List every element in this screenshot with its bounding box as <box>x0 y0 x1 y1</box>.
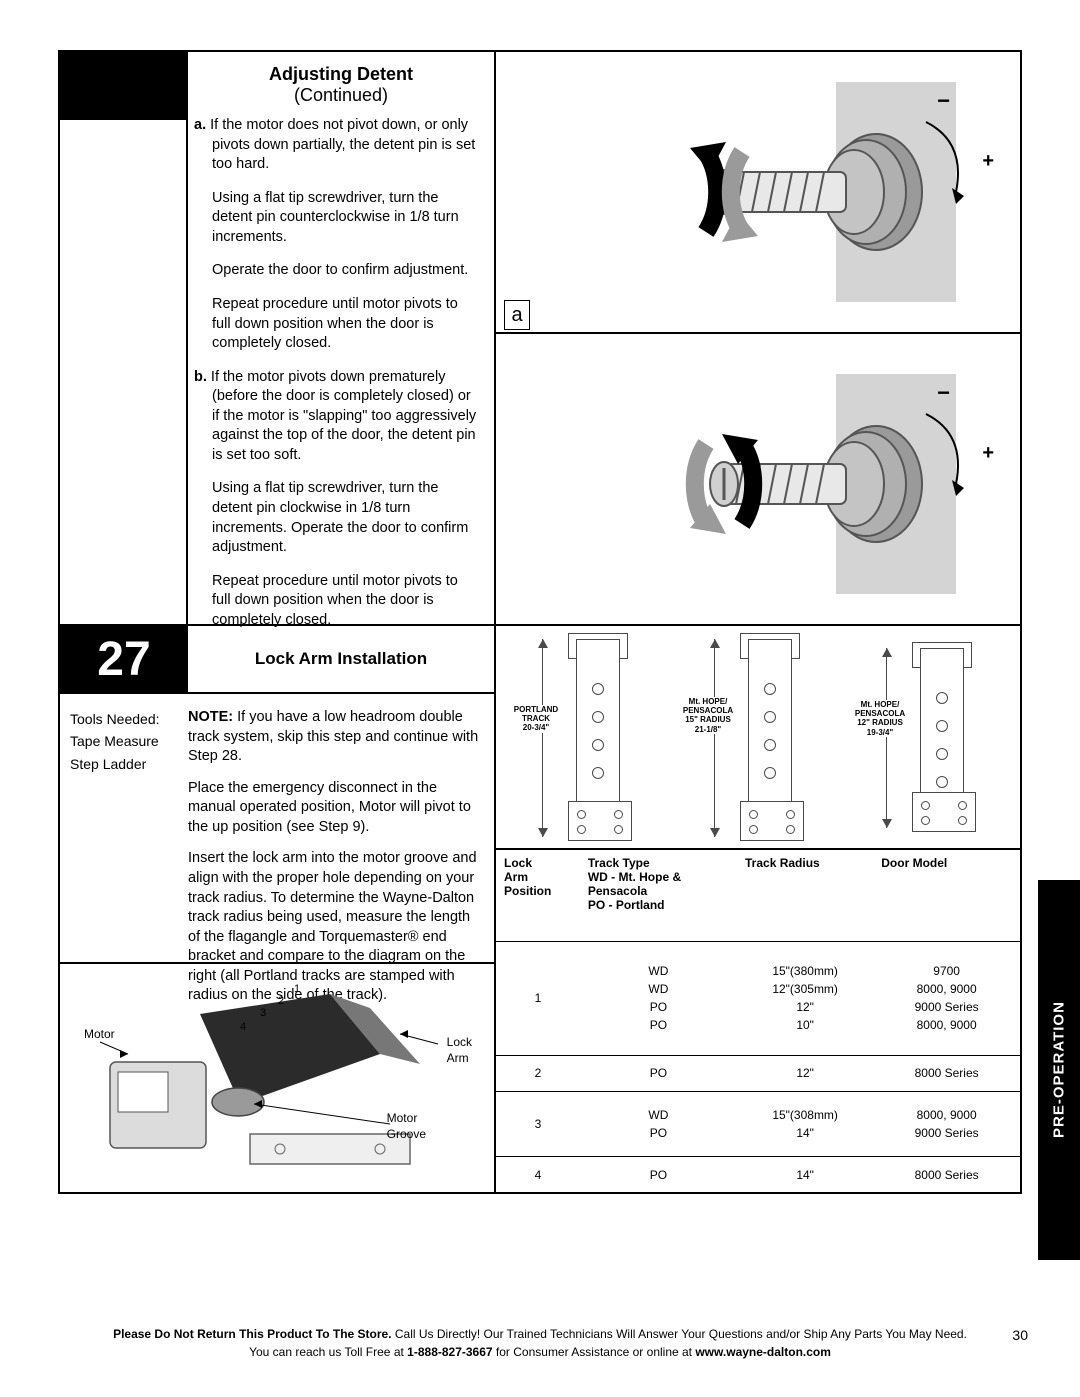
para-a2: Using a flat tip screwdriver, turn the d… <box>194 189 480 248</box>
note-para: NOTE: If you have a low headroom double … <box>188 708 480 767</box>
black-block <box>60 52 186 120</box>
lock-arm-section: 27 Lock Arm Installation Tools Needed: T… <box>58 626 1022 1194</box>
cell-pos: 4 <box>496 1157 580 1192</box>
step-title: Lock Arm Installation <box>188 626 494 692</box>
para-b2: Using a flat tip screwdriver, turn the d… <box>194 479 480 557</box>
table-row: 3 WD PO 15"(308mm) 14" 8000, 9000 9000 S… <box>496 1091 1020 1156</box>
cell-tr: 12" <box>737 1055 873 1091</box>
tools-heading: Tools Needed: <box>70 708 178 730</box>
minus-label: − <box>937 88 950 114</box>
footer-l2b: for Consumer Assistance or online at <box>493 1345 696 1359</box>
figure-b: − + <box>496 334 1020 624</box>
table-row: 4 PO 14" 8000 Series <box>496 1157 1020 1192</box>
screw-ccw-icon <box>616 82 996 302</box>
table-row: 2 PO 12" 8000 Series <box>496 1055 1020 1091</box>
section1-text-col: Adjusting Detent (Continued) a. If the m… <box>188 52 496 624</box>
cell-pos: 1 <box>496 942 580 1056</box>
th-radius: Track Radius <box>745 856 820 870</box>
para-p2: Place the emergency disconnect in the ma… <box>188 779 480 838</box>
section2-left: 27 Lock Arm Installation Tools Needed: T… <box>60 626 496 1192</box>
cell-pos: 3 <box>496 1091 580 1156</box>
title-main: Adjusting Detent <box>269 64 413 84</box>
motor-diagram: Motor Lock Arm Motor Groove 1 2 3 4 <box>60 962 496 1192</box>
screw-cw-icon <box>616 374 996 594</box>
cell-tt: PO <box>580 1157 737 1192</box>
bracket-3-label: Mt. HOPE/ PENSACOLA 12" RADIUS 19-3/4" <box>848 700 912 737</box>
cell-tt: WD PO <box>580 1091 737 1156</box>
footer-url: www.wayne-dalton.com <box>695 1345 831 1359</box>
section2-header: 27 Lock Arm Installation <box>60 626 494 694</box>
lock-arm-label: Lock Arm <box>447 1034 472 1066</box>
section1-title: Adjusting Detent (Continued) <box>188 52 494 106</box>
section2-text: NOTE: If you have a low headroom double … <box>188 694 494 1192</box>
section1-sidebar <box>60 52 188 624</box>
para-b3: Repeat procedure until motor pivots to f… <box>194 572 480 631</box>
step-number: 27 <box>60 626 188 692</box>
bracket-figures: PORTLAND TRACK 20-3/4" Mt. HOPE/ PENSACO… <box>496 626 1020 850</box>
cell-pos: 2 <box>496 1055 580 1091</box>
th-model: Door Model <box>881 856 947 870</box>
bracket-1: PORTLAND TRACK 20-3/4" <box>506 633 666 841</box>
num-1: 1 <box>294 982 300 997</box>
th-pos: LockArmPosition <box>504 856 551 898</box>
lock-arm-table: LockArmPosition Track TypeWD - Mt. Hope … <box>496 850 1020 1192</box>
label-a: a <box>504 300 530 330</box>
page-number: 30 <box>1012 1325 1028 1346</box>
adjusting-detent-section: Adjusting Detent (Continued) a. If the m… <box>58 50 1022 626</box>
para-b1: b. If the motor pivots down prematurely … <box>194 368 480 466</box>
plus-label: + <box>982 150 994 173</box>
para-a4: Repeat procedure until motor pivots to f… <box>194 295 480 354</box>
footer-l2a: You can reach us Toll Free at <box>249 1345 407 1359</box>
num-4: 4 <box>240 1020 246 1035</box>
table-row: 1 WD WD PO PO 15"(380mm) 12"(305mm) 12" … <box>496 942 1020 1056</box>
th-tracktype: Track TypeWD - Mt. Hope &PensacolaPO - P… <box>588 856 681 912</box>
bracket-2-label: Mt. HOPE/ PENSACOLA 15" RADIUS 21-1/8" <box>676 697 740 734</box>
cell-tr: 15"(380mm) 12"(305mm) 12" 10" <box>737 942 873 1056</box>
title-sub: (Continued) <box>294 85 388 105</box>
minus-label-b: − <box>937 380 950 406</box>
cell-tt: PO <box>580 1055 737 1091</box>
footer-bold: Please Do Not Return This Product To The… <box>113 1327 391 1341</box>
section1-figures: − + a b <box>496 52 1020 624</box>
figure-a: − + <box>496 52 1020 334</box>
plus-label-b: + <box>982 442 994 465</box>
motor-label: Motor <box>84 1026 115 1042</box>
para-a3: Operate the door to confirm adjustment. <box>194 261 480 281</box>
num-3: 3 <box>260 1006 266 1021</box>
tool-2: Step Ladder <box>70 753 178 775</box>
para-a1: a. If the motor does not pivot down, or … <box>194 116 480 175</box>
cell-dm: 8000 Series <box>873 1055 1020 1091</box>
cell-dm: 9700 8000, 9000 9000 Series 8000, 9000 <box>873 942 1020 1056</box>
num-2: 2 <box>278 994 284 1009</box>
table-header-row: LockArmPosition Track TypeWD - Mt. Hope … <box>496 850 1020 942</box>
footer-phone: 1-888-827-3667 <box>407 1345 492 1359</box>
page-footer: Please Do Not Return This Product To The… <box>58 1325 1022 1361</box>
bracket-1-label: PORTLAND TRACK 20-3/4" <box>504 705 568 733</box>
cell-tr: 15"(308mm) 14" <box>737 1091 873 1156</box>
tool-1: Tape Measure <box>70 730 178 752</box>
section1-body: a. If the motor does not pivot down, or … <box>188 106 494 654</box>
cell-dm: 8000, 9000 9000 Series <box>873 1091 1020 1156</box>
bracket-3: Mt. HOPE/ PENSACOLA 12" RADIUS 19-3/4" <box>850 642 1010 832</box>
cell-dm: 8000 Series <box>873 1157 1020 1192</box>
cell-tt: WD WD PO PO <box>580 942 737 1056</box>
bracket-2: Mt. HOPE/ PENSACOLA 15" RADIUS 21-1/8" <box>678 633 838 841</box>
section2-right: PORTLAND TRACK 20-3/4" Mt. HOPE/ PENSACO… <box>496 626 1020 1192</box>
section2-body: Tools Needed: Tape Measure Step Ladder N… <box>60 694 494 1192</box>
motor-diagram-icon <box>80 984 476 1174</box>
side-tab: PRE-OPERATION <box>1038 880 1080 1260</box>
cell-tr: 14" <box>737 1157 873 1192</box>
motor-groove-label: Motor Groove <box>387 1110 426 1142</box>
footer-rest: Call Us Directly! Our Trained Technician… <box>392 1327 967 1341</box>
